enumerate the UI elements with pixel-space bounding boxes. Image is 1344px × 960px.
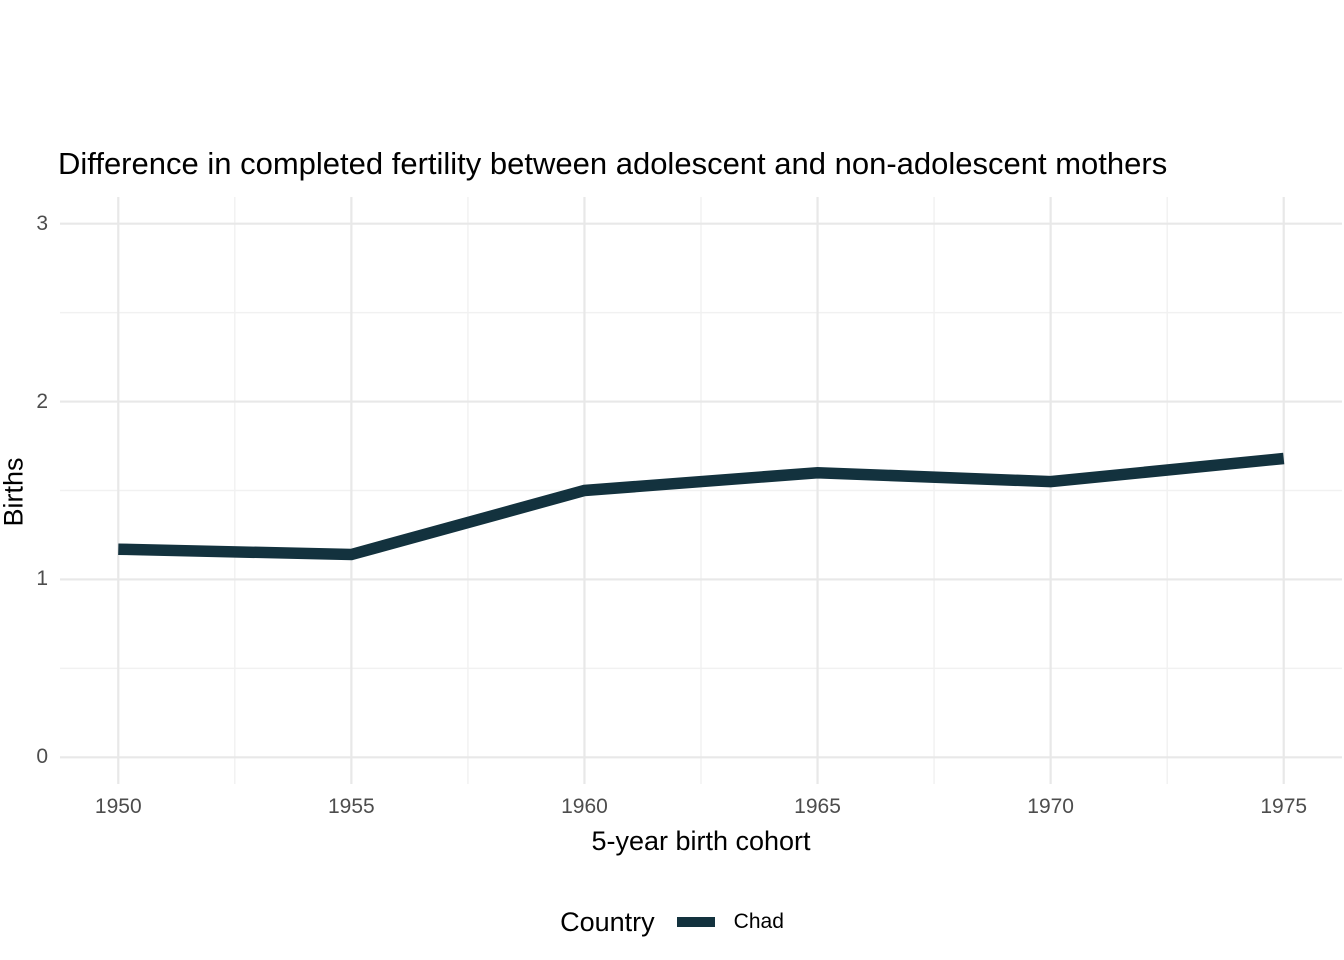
x-axis-title: 5-year birth cohort (591, 826, 811, 856)
legend-key-line-swatch (676, 917, 715, 927)
x-tick-label: 1955 (328, 795, 375, 818)
y-axis-title: Births (0, 457, 29, 527)
x-tick-label: 1950 (94, 795, 142, 818)
series-line-chad (118, 452, 1285, 561)
x-tick-label: 1970 (1027, 795, 1074, 818)
x-tick-label: 1965 (794, 795, 841, 818)
legend-item-label-chad: Chad (733, 910, 784, 933)
legend-title: Country (560, 906, 655, 937)
y-tick-label: 3 (36, 211, 48, 235)
y-tick-label: 2 (36, 389, 48, 413)
x-tick-label: 1960 (561, 795, 608, 818)
y-tick-label: 1 (36, 567, 48, 591)
y-tick-label: 0 (36, 745, 48, 769)
x-tick-label: 1975 (1260, 795, 1308, 818)
legend: Country Chad (0, 903, 1344, 941)
chart-title: Difference in completed fertility betwee… (58, 146, 1168, 181)
